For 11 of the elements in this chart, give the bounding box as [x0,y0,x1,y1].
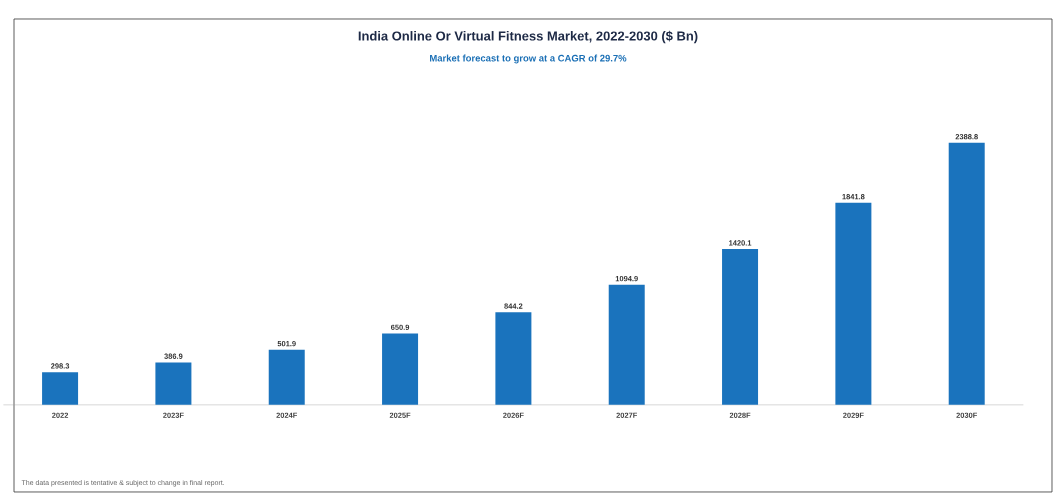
bar [948,142,985,405]
bar [495,312,532,405]
bar [268,349,305,405]
bar [42,372,79,405]
chart-title: India Online Or Virtual Fitness Market, 2022-2030 ($ Bn) [358,30,698,44]
chart-subtitle: Market forecast to grow at a CAGR of 29.7% [430,54,627,64]
bar [608,284,645,405]
bar [155,362,192,405]
bar [382,333,419,405]
bar [835,202,872,405]
bar [722,249,759,405]
